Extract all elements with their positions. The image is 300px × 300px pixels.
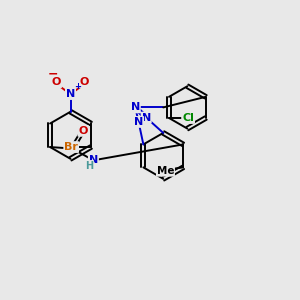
Text: Me: Me [157,166,174,176]
Text: +: + [75,82,82,91]
Text: N: N [89,155,98,165]
Text: O: O [78,126,88,136]
Text: Br: Br [64,142,78,152]
Text: −: − [48,68,58,81]
Text: N: N [134,117,143,127]
Text: N: N [142,112,151,123]
Text: N: N [66,89,75,99]
Text: N: N [130,102,140,112]
Text: Cl: Cl [182,113,194,123]
Text: O: O [80,77,89,87]
Text: H: H [85,160,93,170]
Text: O: O [52,77,61,87]
